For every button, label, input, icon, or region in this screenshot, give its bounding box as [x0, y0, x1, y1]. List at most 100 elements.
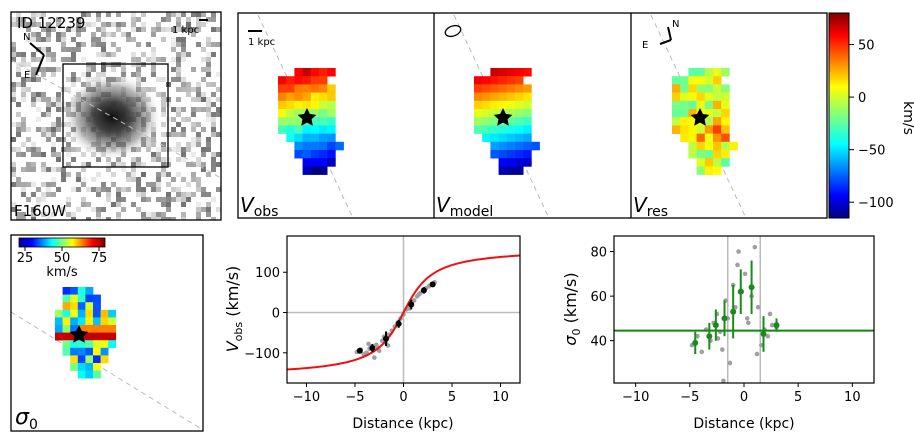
noise-pixel	[166, 197, 171, 202]
noise-pixel	[31, 57, 36, 62]
noise-pixel	[216, 112, 221, 117]
map-pixel	[319, 109, 328, 118]
map-pixel	[498, 68, 508, 77]
noise-pixel	[71, 57, 76, 62]
noise-pixel	[96, 212, 101, 217]
noise-pixel	[121, 162, 126, 167]
noise-pixel	[206, 57, 211, 62]
noise-pixel	[41, 12, 46, 17]
velocity-panel-res: N E Vres	[631, 13, 827, 220]
noise-pixel	[46, 22, 51, 27]
raw-point	[735, 262, 740, 268]
noise-pixel	[186, 27, 191, 32]
map-pixel	[713, 133, 722, 143]
noise-pixel	[191, 112, 196, 117]
compass-maps-e: E	[642, 40, 648, 51]
map-pixel	[672, 125, 681, 134]
sigma-pixel	[93, 363, 101, 371]
filter-label: F160W	[14, 202, 66, 220]
y-tick-label: 60	[590, 290, 607, 305]
noise-pixel	[106, 32, 111, 37]
sigma-pixel	[70, 347, 79, 356]
noise-pixel	[71, 212, 76, 217]
map-pixel	[713, 150, 722, 159]
noise-pixel	[156, 172, 161, 177]
noise-pixel	[56, 97, 61, 102]
sigma-pixel	[77, 317, 86, 326]
noise-pixel	[81, 27, 86, 32]
dispersion-ticks: −10 −5 0 5 10 40 60 80	[590, 246, 860, 405]
y-tick-label: −100	[244, 347, 280, 362]
x-tick-label: −5	[345, 390, 364, 405]
psf-ellipse	[444, 24, 462, 38]
noise-pixel	[16, 217, 21, 220]
noise-pixel	[201, 22, 206, 27]
map-pixel	[490, 84, 499, 93]
noise-pixel	[116, 217, 121, 220]
noise-pixel	[151, 47, 156, 52]
colorbar-tick-label: −50	[858, 144, 885, 159]
rotation-ticks: −10 −5 0 5 10 −100 0 100	[244, 266, 509, 405]
sigma-pixel	[70, 363, 79, 371]
noise-pixel	[196, 212, 201, 217]
sigma-pixel	[85, 309, 94, 318]
map-pixel	[672, 92, 681, 102]
noise-pixel	[206, 17, 211, 22]
velocity-map-model	[474, 68, 540, 175]
map-pixel	[696, 158, 706, 167]
noise-pixel	[201, 207, 206, 212]
colorbar-bar	[828, 12, 850, 219]
noise-pixel	[106, 197, 111, 202]
noise-pixel	[46, 192, 51, 197]
sigma-pixel	[77, 370, 86, 379]
map-pixel	[704, 68, 714, 77]
noise-pixel	[41, 127, 46, 132]
noise-pixel	[96, 27, 101, 32]
noise-pixel	[166, 27, 171, 32]
noise-pixel	[181, 217, 186, 220]
noise-pixel	[111, 42, 116, 47]
noise-pixel	[111, 22, 116, 27]
noise-pixel	[126, 37, 131, 42]
noise-pixel	[141, 172, 146, 177]
sigma-pixel	[77, 347, 86, 356]
map-pixel	[696, 84, 706, 93]
noise-pixel	[171, 37, 176, 42]
map-pixel	[515, 117, 524, 126]
noise-pixel	[211, 102, 216, 107]
map-pixel	[335, 141, 344, 151]
sigma-pixel	[93, 325, 101, 333]
noise-pixel	[16, 177, 21, 182]
map-pixel	[474, 117, 483, 126]
noise-pixel	[161, 142, 166, 147]
map-pixel	[729, 141, 738, 151]
noise-pixel	[31, 92, 36, 97]
noise-pixel	[191, 177, 196, 182]
noise-pixel	[96, 37, 101, 42]
noise-pixel	[31, 102, 36, 107]
noise-pixel	[96, 17, 101, 22]
noise-pixel	[196, 122, 201, 127]
noise-pixel	[116, 47, 121, 52]
map-pixel	[713, 100, 722, 110]
noise-pixel	[36, 57, 41, 62]
noise-pixel	[171, 187, 176, 192]
noise-pixel	[181, 82, 186, 87]
noise-pixel	[61, 177, 66, 182]
noise-pixel	[206, 42, 211, 47]
map-pixel	[294, 100, 303, 110]
noise-pixel	[31, 182, 36, 187]
noise-pixel	[171, 147, 176, 152]
noise-pixel	[46, 47, 51, 52]
sigma-pixel	[85, 294, 94, 303]
noise-pixel	[191, 162, 196, 167]
sigma-pixel	[108, 332, 117, 341]
noise-pixel	[206, 62, 211, 67]
sigma-pixel	[70, 332, 79, 341]
galaxy-id: ID 12239	[17, 14, 85, 32]
map-pixel	[302, 92, 312, 102]
sigma-pixel	[85, 302, 94, 311]
noise-pixel	[196, 27, 201, 32]
map-pixel	[704, 109, 714, 118]
raw-point	[752, 244, 758, 250]
